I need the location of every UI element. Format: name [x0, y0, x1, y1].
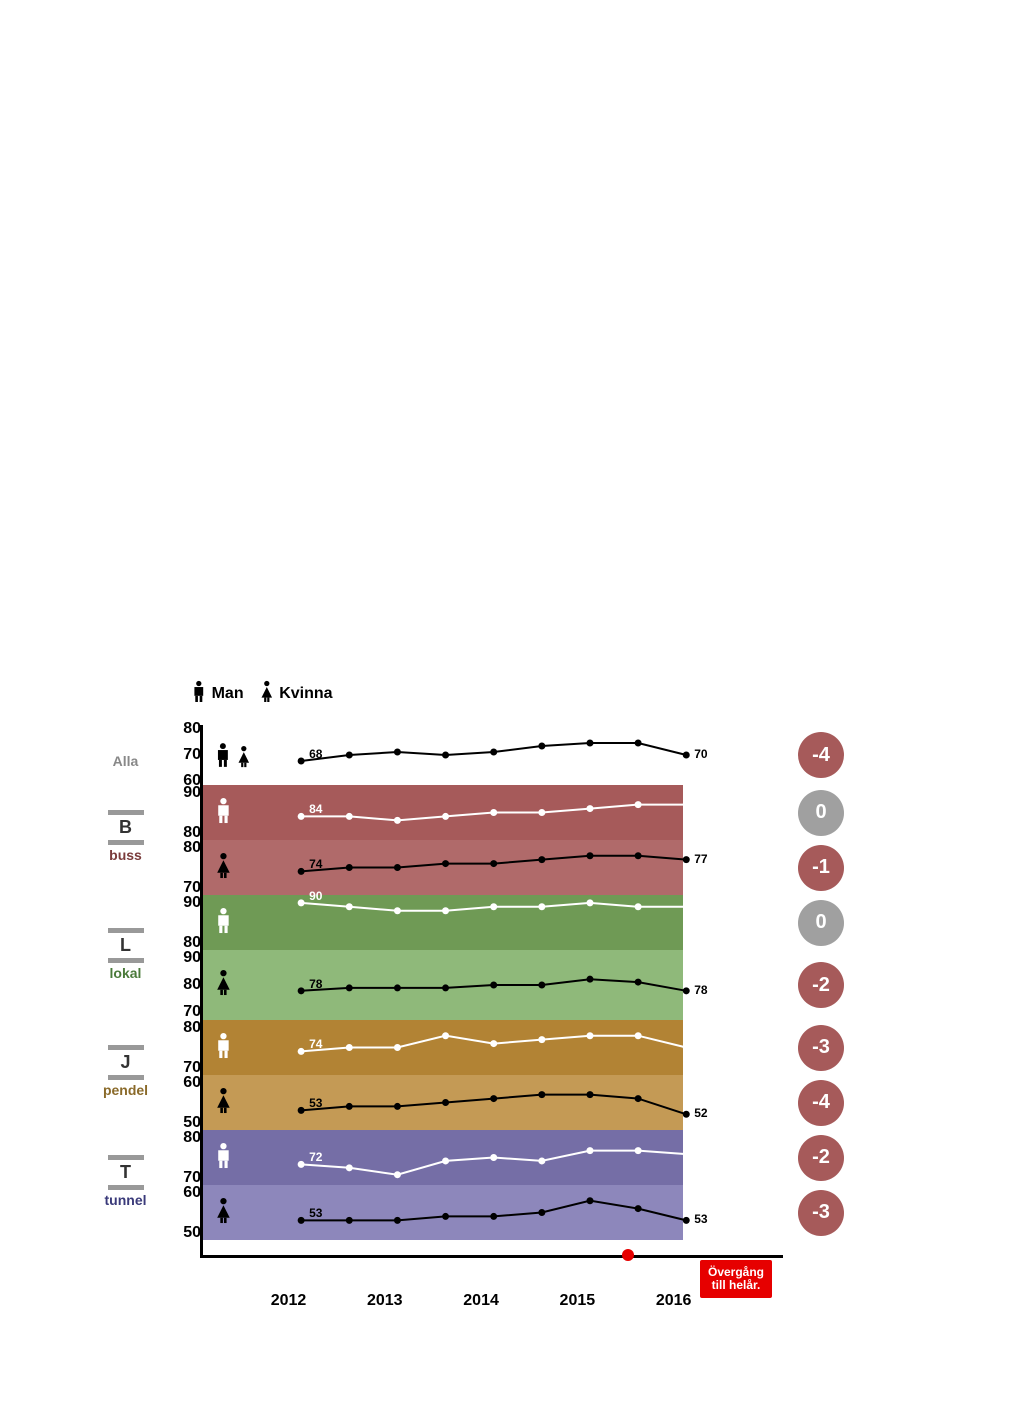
- ylabel: 80: [183, 1019, 201, 1037]
- first-value: 53: [309, 1206, 322, 1220]
- change-badge-lokal-man: 0: [798, 900, 844, 946]
- legend-kvinna: Kvinna: [258, 680, 333, 708]
- change-badge-tunnel-kvinna: -3: [798, 1190, 844, 1236]
- change-badge-buss-kvinna: -1: [798, 845, 844, 891]
- category-lokal: Llokal: [98, 928, 153, 981]
- change-badge-pendel-man: -3: [798, 1025, 844, 1071]
- page: Man Kvinna 807060Alla 6870-49080Bbu: [0, 0, 1024, 1405]
- legend-man-label: Man: [212, 685, 244, 703]
- category-Alla: Alla: [98, 753, 153, 769]
- ylabel: 50: [183, 1224, 201, 1242]
- last-value: 53: [694, 1212, 707, 1226]
- plot-area: 807060Alla 6870-49080Bbuss 848708070 747…: [200, 725, 783, 1258]
- category-pendel: Jpendel: [98, 1045, 153, 1098]
- change-badge-tunnel-man: -2: [798, 1135, 844, 1181]
- ylabel: 90: [183, 784, 201, 802]
- xtick: 2016: [656, 1292, 692, 1310]
- change-badge-buss-man: 0: [798, 790, 844, 836]
- ylabel: 80: [183, 976, 201, 994]
- kvinna-icon: [258, 680, 276, 708]
- legend: Man Kvinna: [190, 680, 333, 708]
- chart: Man Kvinna 807060Alla 6870-49080Bbu: [90, 725, 930, 1258]
- ylabel: 90: [183, 949, 201, 967]
- transition-marker-icon: [622, 1249, 634, 1261]
- change-badge-pendel-kvinna: -4: [798, 1080, 844, 1126]
- xtick: 2014: [463, 1292, 499, 1310]
- change-badge-lokal-kvinna: -2: [798, 962, 844, 1008]
- ylabel: 80: [183, 720, 201, 738]
- series-tunnel-kvinna: [203, 725, 783, 1245]
- ylabel: 70: [183, 746, 201, 764]
- legend-kvinna-label: Kvinna: [279, 685, 332, 703]
- xtick: 2013: [367, 1292, 403, 1310]
- footer-line2: till helår.: [712, 1278, 761, 1292]
- change-badge-alla: -4: [798, 732, 844, 778]
- xtick: 2012: [271, 1292, 307, 1310]
- footer-note: Övergång till helår.: [700, 1260, 772, 1298]
- legend-man: Man: [190, 680, 244, 708]
- ylabel: 80: [183, 1129, 201, 1147]
- man-icon: [190, 680, 208, 708]
- ylabel: 60: [183, 1184, 201, 1202]
- ylabel: 90: [183, 894, 201, 912]
- ylabel: 60: [183, 1074, 201, 1092]
- category-tunnel: Ttunnel: [98, 1155, 153, 1208]
- category-buss: Bbuss: [98, 810, 153, 863]
- ylabel: 80: [183, 839, 201, 857]
- xtick: 2015: [560, 1292, 596, 1310]
- footer-line1: Övergång: [708, 1265, 764, 1279]
